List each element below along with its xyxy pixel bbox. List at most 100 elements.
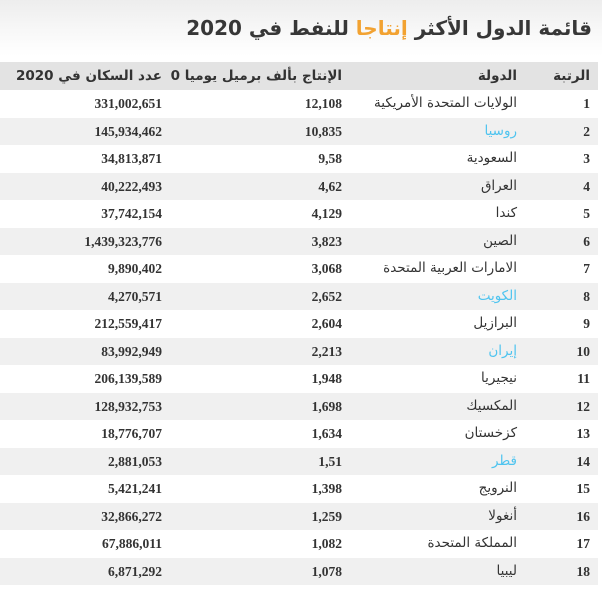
table-row: 4 العراق 4,62 40,222,493 — [0, 172, 598, 201]
page-title-highlight: إنتاجا — [355, 16, 408, 40]
country-cell: البرازيل — [350, 310, 525, 338]
country-label: ليبيا — [496, 562, 517, 579]
rank-cell: 11 — [577, 371, 590, 386]
rank-cell: 12 — [576, 398, 591, 414]
production-cell: 4,62 — [318, 178, 342, 194]
rank-cell: 5 — [583, 206, 590, 221]
country-cell: الامارات العربية المتحدة — [350, 255, 525, 283]
country-label: المكسيك — [466, 397, 517, 414]
rank-cell: 18 — [576, 563, 591, 579]
col-header-rank: الرتبة — [525, 62, 598, 90]
country-label: كندا — [495, 205, 517, 221]
production-cell: 3,068 — [311, 261, 342, 276]
population-cell: 9,890,402 — [108, 261, 162, 276]
population-cell: 18,776,707 — [101, 426, 162, 441]
population-cell: 206,139,589 — [94, 371, 163, 386]
production-cell: 2,604 — [311, 316, 342, 331]
production-cell: 1,082 — [311, 536, 342, 551]
col-header-production: الإنتاج بألف برميل يوميا 2020 — [170, 62, 350, 90]
page-header-band: قائمة الدول الأكثر إنتاجا للنفط في 2020 — [0, 0, 602, 62]
country-link[interactable]: قطر — [492, 452, 517, 469]
country-link[interactable]: إيران — [488, 342, 517, 359]
rank-cell: 16 — [576, 508, 591, 524]
country-label: الامارات العربية المتحدة — [383, 260, 517, 276]
country-cell: أنغولا — [350, 503, 525, 531]
country-label: البرازيل — [473, 315, 517, 331]
table-row: 1 الولايات المتحدة الأمريكية 12,108 331,002… — [0, 90, 598, 118]
page-title-prefix: قائمة الدول الأكثر — [414, 16, 592, 40]
country-cell: السعودية — [350, 145, 525, 173]
population-cell: 5,421,241 — [108, 481, 162, 496]
production-cell: 1,259 — [311, 508, 342, 524]
table-row: 12 المكسيك 1,698 128,932,753 — [0, 392, 598, 421]
country-cell: الصين — [350, 228, 525, 256]
country-cell: قطر — [350, 448, 525, 476]
production-cell: 12,108 — [304, 96, 342, 111]
population-cell: 4,270,571 — [108, 288, 162, 304]
country-label: الولايات المتحدة الأمريكية — [374, 95, 517, 111]
country-cell: الولايات المتحدة الأمريكية — [350, 90, 525, 118]
country-cell: المكسيك — [350, 393, 525, 421]
production-cell: 1,398 — [311, 481, 342, 496]
production-cell: 1,078 — [311, 563, 342, 579]
country-cell: العراق — [350, 173, 525, 201]
population-cell: 145,934,462 — [94, 123, 163, 139]
country-link[interactable]: روسيا — [484, 122, 517, 139]
country-label: السعودية — [466, 150, 517, 166]
country-label: كزخستان — [464, 425, 517, 441]
table-body: 1 الولايات المتحدة الأمريكية 12,108 331,002… — [0, 90, 598, 585]
production-cell: 3,823 — [311, 233, 342, 249]
country-cell: كزخستان — [350, 420, 525, 448]
rank-cell: 13 — [576, 426, 591, 441]
country-label: المملكة المتحدة — [427, 535, 517, 551]
table-row: 10 إيران 2,213 83,992,949 — [0, 337, 598, 366]
table-row: 2 روسيا 10,835 145,934,462 — [0, 117, 598, 146]
rank-cell: 4 — [583, 178, 590, 194]
rank-cell: 6 — [583, 233, 590, 249]
population-cell: 40,222,493 — [101, 178, 162, 194]
oil-producers-table: الرتبة الدولة الإنتاج بألف برميل يوميا 2… — [0, 62, 598, 585]
country-cell: كندا — [350, 200, 525, 228]
rank-cell: 9 — [583, 316, 590, 331]
table-row: 13 كزخستان 1,634 18,776,707 — [0, 420, 598, 448]
population-cell: 34,813,871 — [101, 151, 162, 166]
country-cell: النرويج — [350, 475, 525, 503]
country-cell: إيران — [350, 338, 525, 366]
country-label: نيجيريا — [481, 370, 517, 386]
table-row: 18 ليبيا 1,078 6,871,292 — [0, 557, 598, 586]
production-cell: 2,213 — [311, 343, 342, 359]
table-row: 9 البرازيل 2,604 212,559,417 — [0, 310, 598, 338]
population-cell: 2,881,053 — [108, 453, 162, 469]
rank-cell: 8 — [583, 288, 590, 304]
rank-cell: 17 — [576, 536, 591, 551]
rank-cell: 10 — [576, 343, 591, 359]
population-cell: 6,871,292 — [108, 563, 162, 579]
production-cell: 1,698 — [311, 398, 342, 414]
population-cell: 212,559,417 — [94, 316, 163, 331]
population-cell: 67,886,011 — [101, 536, 162, 551]
table-row: 5 كندا 4,129 37,742,154 — [0, 200, 598, 228]
population-cell: 128,932,753 — [94, 398, 163, 414]
population-cell: 83,992,949 — [101, 343, 162, 359]
col-header-population: عدد السكان في 2020 — [0, 62, 170, 90]
table-row: 11 نيجيريا 1,948 206,139,589 — [0, 365, 598, 393]
production-cell: 1,51 — [318, 453, 342, 469]
country-cell: ليبيا — [350, 558, 525, 586]
table-row: 17 المملكة المتحدة 1,082 67,886,011 — [0, 530, 598, 558]
country-label: النرويج — [478, 480, 517, 496]
country-cell: نيجيريا — [350, 365, 525, 393]
table-row: 16 أنغولا 1,259 32,866,272 — [0, 502, 598, 531]
population-cell: 331,002,651 — [94, 96, 163, 111]
production-cell: 2,652 — [311, 288, 342, 304]
rank-cell: 2 — [583, 123, 590, 139]
table-row: 8 الكويت 2,652 4,270,571 — [0, 282, 598, 310]
table-row: 15 النرويج 1,398 5,421,241 — [0, 475, 598, 503]
population-cell: 37,742,154 — [101, 206, 162, 221]
country-link[interactable]: الكويت — [477, 287, 517, 304]
country-cell: روسيا — [350, 118, 525, 146]
rank-cell: 1 — [583, 96, 590, 111]
production-cell: 4,129 — [311, 206, 342, 221]
table-row: 6 الصين 3,823 1,439,323,776 — [0, 227, 598, 256]
production-cell: 9,58 — [318, 151, 342, 166]
rank-cell: 14 — [576, 453, 591, 469]
